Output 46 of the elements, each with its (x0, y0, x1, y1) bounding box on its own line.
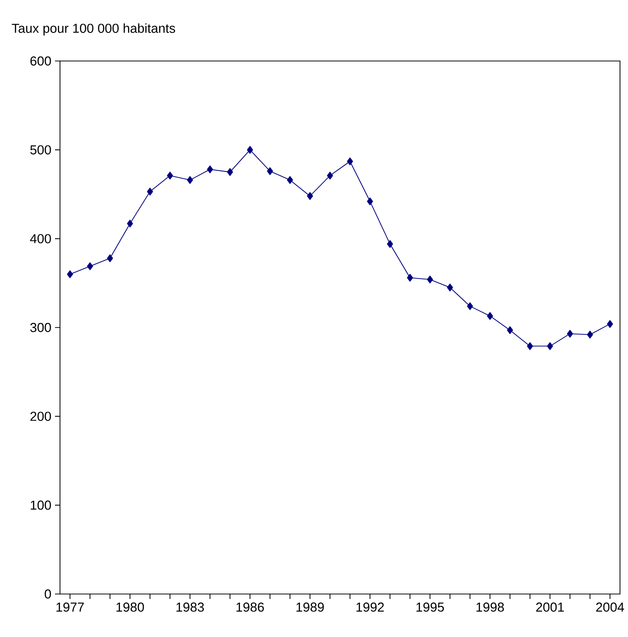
x-tick-label: 1983 (176, 602, 204, 612)
x-tick-label: 1977 (56, 602, 84, 612)
x-tick-label: 1995 (416, 602, 444, 612)
point (346, 157, 354, 166)
point (386, 240, 394, 248)
point (446, 284, 454, 292)
point (146, 188, 154, 196)
x-tick-label: 2004 (596, 602, 624, 612)
point (186, 176, 194, 184)
y-tick-label: 300 (30, 322, 51, 332)
point (166, 172, 174, 180)
point (466, 302, 474, 310)
point (566, 330, 574, 338)
point (326, 172, 334, 180)
point (586, 330, 594, 339)
y-tick-label: 0 (44, 589, 51, 599)
y-tick-label: 500 (30, 145, 51, 154)
point (206, 165, 214, 174)
point (266, 167, 274, 176)
point (486, 312, 494, 320)
point (66, 270, 74, 278)
point (366, 197, 374, 206)
x-tick-label: 1992 (356, 602, 384, 612)
x-tick-label: 1998 (476, 602, 504, 612)
point (226, 168, 234, 176)
point (86, 262, 94, 270)
point (106, 254, 114, 262)
y-tick-label: 200 (30, 412, 51, 421)
point (406, 274, 414, 282)
x-tick-label: 1989 (296, 602, 324, 612)
point (526, 342, 534, 350)
x-tick-label: 2001 (536, 602, 564, 612)
point (126, 220, 134, 228)
y-tick-label: 100 (30, 500, 51, 510)
point (286, 176, 294, 184)
point (506, 326, 514, 334)
y-tick-label: 600 (30, 56, 51, 66)
point (426, 276, 434, 284)
point (546, 342, 554, 350)
y-tick-label: 400 (30, 234, 51, 244)
x-tick-label: 1986 (236, 602, 264, 612)
point (606, 320, 614, 328)
y-axis-title: Taux pour 100 000 habitants (12, 23, 176, 36)
x-tick-label: 1980 (116, 602, 144, 612)
point (306, 192, 314, 200)
point (246, 146, 254, 154)
